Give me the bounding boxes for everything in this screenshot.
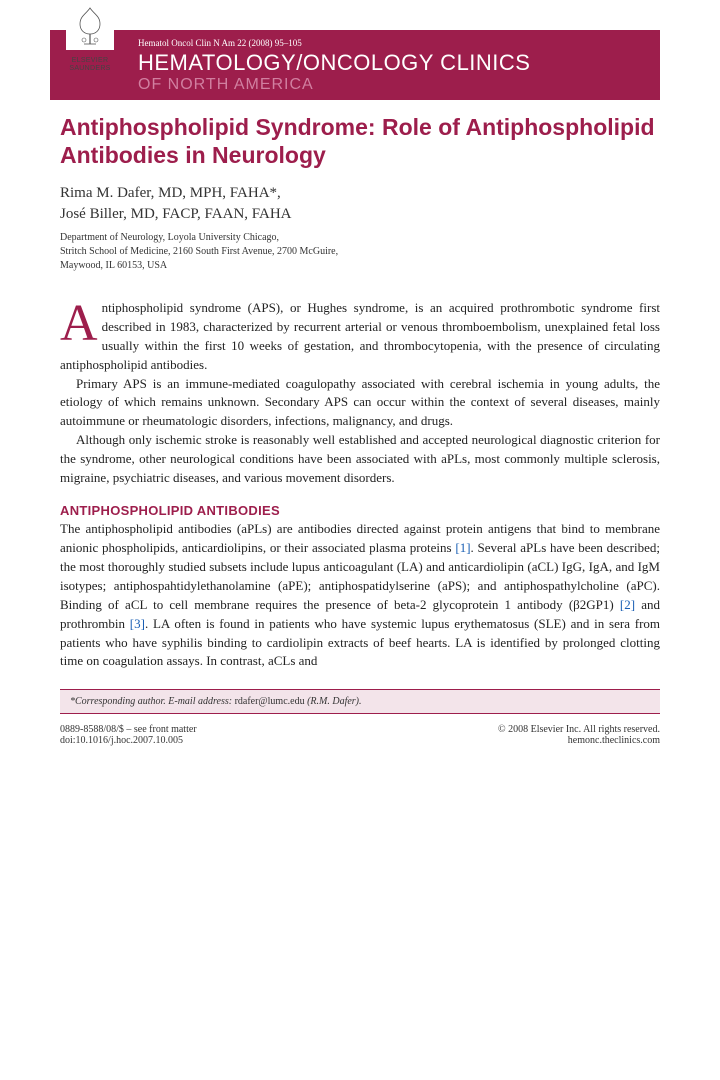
affiliation-line3: Maywood, IL 60153, USA <box>60 259 660 273</box>
doi-line: doi:10.1016/j.hoc.2007.10.005 <box>60 735 197 746</box>
ref-link-3[interactable]: [3] <box>130 616 145 631</box>
page-footer: 0889-8588/08/$ – see front matter doi:10… <box>60 724 660 746</box>
copyright-line: © 2008 Elsevier Inc. All rights reserved… <box>498 724 660 735</box>
url-line[interactable]: hemonc.theclinics.com <box>498 735 660 746</box>
author-block: Rima M. Dafer, MD, MPH, FAHA*, José Bill… <box>60 183 660 225</box>
p1-text: ntiphospholipid syndrome (APS), or Hughe… <box>60 300 660 372</box>
journal-name: HEMATOLOGY/ONCOLOGY CLINICS <box>138 50 660 76</box>
footnote-name: (R.M. Dafer). <box>305 696 362 707</box>
issn-line: 0889-8588/08/$ – see front matter <box>60 724 197 735</box>
affiliation-line1: Department of Neurology, Loyola Universi… <box>60 231 660 245</box>
article-page: ELSEVIER SAUNDERS Hematol Oncol Clin N A… <box>0 0 720 766</box>
journal-header: ELSEVIER SAUNDERS Hematol Oncol Clin N A… <box>50 30 660 100</box>
publisher-line2: SAUNDERS <box>60 65 120 73</box>
article-title: Antiphospholipid Syndrome: Role of Antip… <box>60 114 660 169</box>
affiliation-line2: Stritch School of Medicine, 2160 South F… <box>60 245 660 259</box>
corresponding-author-footnote: *Corresponding author. E-mail address: r… <box>60 689 660 714</box>
dropcap-letter: A <box>60 299 102 345</box>
author-1: Rima M. Dafer, MD, MPH, FAHA*, <box>60 183 660 204</box>
section-paragraph: The antiphospholipid antibodies (aPLs) a… <box>60 520 660 671</box>
footer-right: © 2008 Elsevier Inc. All rights reserved… <box>498 724 660 746</box>
affiliation-block: Department of Neurology, Loyola Universi… <box>60 231 660 273</box>
footnote-email[interactable]: rdafer@lumc.edu <box>235 696 305 707</box>
intro-paragraph-2: Primary APS is an immune-mediated coagul… <box>60 375 660 432</box>
publisher-name: ELSEVIER SAUNDERS <box>60 57 120 72</box>
section-heading: ANTIPHOSPHOLIPID ANTIBODIES <box>60 502 660 521</box>
article-body: Antiphospholipid syndrome (APS), or Hugh… <box>60 299 660 671</box>
author-2: José Biller, MD, FACP, FAAN, FAHA <box>60 204 660 225</box>
journal-subtitle: OF NORTH AMERICA <box>138 76 660 94</box>
intro-paragraph-3: Although only ischemic stroke is reasona… <box>60 431 660 488</box>
publisher-logo: ELSEVIER SAUNDERS <box>60 2 120 72</box>
footnote-label: *Corresponding author. <box>70 696 168 707</box>
section-text-4: . LA often is found in patients who have… <box>60 616 660 669</box>
elsevier-tree-icon <box>66 2 114 50</box>
footer-left: 0889-8588/08/$ – see front matter doi:10… <box>60 724 197 746</box>
intro-paragraph-1: Antiphospholipid syndrome (APS), or Hugh… <box>60 299 660 374</box>
footnote-email-label: E-mail address: <box>168 696 234 707</box>
ref-link-2[interactable]: [2] <box>620 597 635 612</box>
citation-line: Hematol Oncol Clin N Am 22 (2008) 95–105 <box>138 38 660 48</box>
publisher-line1: ELSEVIER <box>60 57 120 65</box>
ref-link-1[interactable]: [1] <box>455 540 470 555</box>
